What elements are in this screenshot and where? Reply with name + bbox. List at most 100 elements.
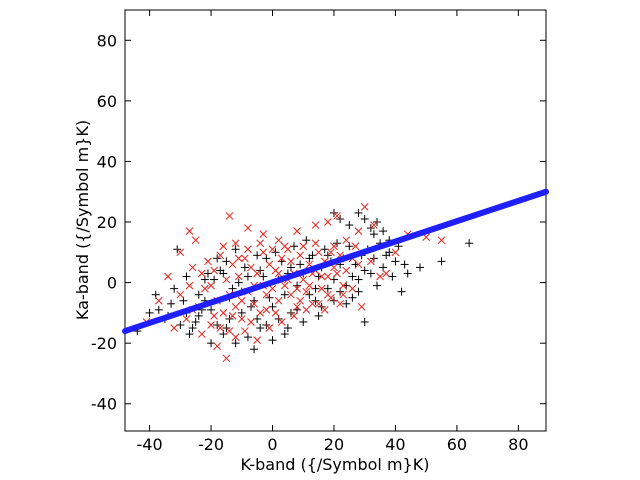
plus-point	[348, 272, 357, 281]
cross-point	[351, 242, 360, 251]
cross-point	[240, 327, 249, 335]
plus-point	[299, 317, 308, 326]
plus-point	[167, 299, 176, 308]
x-tick-label: 60	[447, 435, 467, 454]
cross-point	[247, 263, 255, 272]
cross-point	[296, 251, 305, 260]
plus-point	[400, 260, 409, 269]
plus-point	[185, 330, 194, 339]
cross-point	[237, 296, 246, 305]
plus-point	[323, 284, 332, 293]
plus-point	[268, 336, 277, 345]
cross-point	[305, 281, 314, 290]
y-tick-label: 60	[97, 92, 117, 111]
cross-point	[299, 275, 308, 284]
cross-point	[274, 269, 283, 278]
plus-point	[234, 278, 243, 287]
plus-point	[194, 290, 203, 299]
plus-point	[416, 263, 425, 272]
cross-point	[293, 284, 301, 293]
cross-point	[314, 248, 323, 257]
plus-point	[342, 299, 351, 308]
cross-point	[342, 266, 351, 275]
cross-point	[437, 236, 446, 245]
cross-point	[253, 269, 261, 278]
plus-point	[360, 317, 369, 326]
cross-point	[336, 299, 344, 308]
cross-point	[234, 254, 243, 263]
plus-point	[379, 227, 388, 236]
cross-point	[327, 248, 335, 257]
plus-point	[256, 324, 265, 333]
cross-point	[170, 324, 179, 332]
cross-point	[302, 305, 311, 314]
cross-point	[354, 260, 363, 269]
cross-point	[164, 272, 172, 281]
cross-point	[176, 248, 185, 257]
cross-point	[256, 309, 265, 317]
cross-point	[210, 312, 218, 320]
plus-point	[437, 257, 446, 266]
cross-point	[314, 299, 323, 308]
plus-point	[305, 254, 314, 263]
cross-point	[262, 290, 271, 299]
cross-point	[207, 281, 215, 290]
cross-point	[299, 242, 308, 251]
cross-point	[287, 290, 295, 299]
cross-point	[311, 221, 320, 229]
x-tick-label: 40	[385, 435, 405, 454]
fit-line	[122, 188, 549, 335]
y-axis-label: Ka-band ({/Symbol m}K)	[73, 120, 92, 320]
plus-point	[280, 330, 289, 339]
x-tick-label: 0	[267, 435, 277, 454]
cross-point	[237, 315, 246, 323]
cross-point	[182, 315, 191, 323]
marks-layer	[122, 188, 549, 363]
plus-point	[243, 272, 252, 281]
plus-point	[360, 214, 369, 223]
plus-point	[360, 266, 369, 275]
cross-point	[225, 212, 234, 220]
plus-point	[188, 324, 197, 333]
x-tick-label: 20	[324, 435, 344, 454]
cross-point	[293, 302, 301, 311]
cross-point	[204, 257, 212, 266]
y-tick-label: -40	[91, 395, 117, 414]
x-axis-label: K-band ({/Symbol m}K)	[241, 455, 430, 474]
cross-point	[382, 269, 391, 278]
plus-point	[231, 245, 240, 254]
cross-point	[348, 284, 357, 293]
plus-point	[250, 345, 259, 354]
cross-point	[354, 227, 363, 235]
plus-point	[345, 221, 354, 230]
cross-point	[330, 242, 338, 251]
cross-point	[222, 275, 231, 284]
cross-point	[366, 257, 375, 266]
cross-point	[360, 203, 369, 211]
cross-point	[391, 248, 400, 257]
y-tick-label: 20	[97, 213, 117, 232]
cross-point	[339, 290, 348, 299]
cross-point	[262, 305, 271, 314]
cross-point	[259, 230, 268, 238]
plus-point	[191, 317, 200, 326]
plus-point	[369, 230, 378, 239]
plus-point	[314, 311, 323, 320]
cross-point	[210, 266, 218, 275]
plus-point	[354, 208, 363, 217]
cross-point	[293, 227, 301, 235]
y-tick-label: 80	[97, 31, 117, 50]
cross-point	[320, 305, 329, 314]
cross-point	[271, 309, 280, 317]
plus-point	[465, 239, 474, 248]
cross-point	[253, 336, 261, 344]
cross-point	[231, 302, 240, 311]
plus-point	[397, 287, 406, 296]
cross-point	[333, 212, 341, 220]
cross-point	[244, 245, 252, 254]
cross-point	[287, 257, 295, 266]
cross-point	[234, 272, 243, 281]
cross-point	[296, 296, 305, 305]
cross-point	[231, 333, 240, 341]
